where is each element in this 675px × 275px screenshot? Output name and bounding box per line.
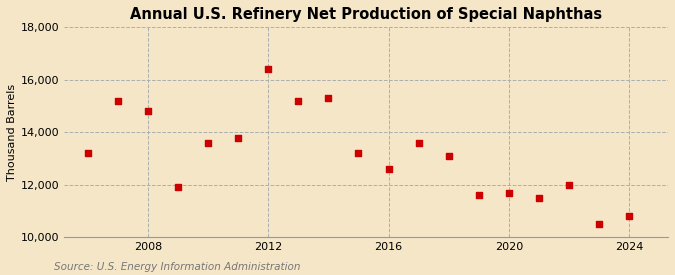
Point xyxy=(202,141,213,145)
Point xyxy=(443,154,454,158)
Title: Annual U.S. Refinery Net Production of Special Naphthas: Annual U.S. Refinery Net Production of S… xyxy=(130,7,602,22)
Point xyxy=(82,151,93,156)
Point xyxy=(413,141,424,145)
Point xyxy=(473,193,484,197)
Point xyxy=(233,135,244,140)
Point xyxy=(564,183,574,187)
Text: Source: U.S. Energy Information Administration: Source: U.S. Energy Information Administ… xyxy=(54,262,300,272)
Point xyxy=(323,96,334,100)
Point xyxy=(624,214,634,219)
Point xyxy=(504,191,514,195)
Point xyxy=(593,222,604,226)
Point xyxy=(533,196,544,200)
Point xyxy=(293,99,304,103)
Point xyxy=(383,167,394,171)
Point xyxy=(173,185,184,190)
Point xyxy=(263,67,273,72)
Point xyxy=(353,151,364,156)
Point xyxy=(113,99,124,103)
Y-axis label: Thousand Barrels: Thousand Barrels xyxy=(7,84,17,181)
Point xyxy=(142,109,153,114)
